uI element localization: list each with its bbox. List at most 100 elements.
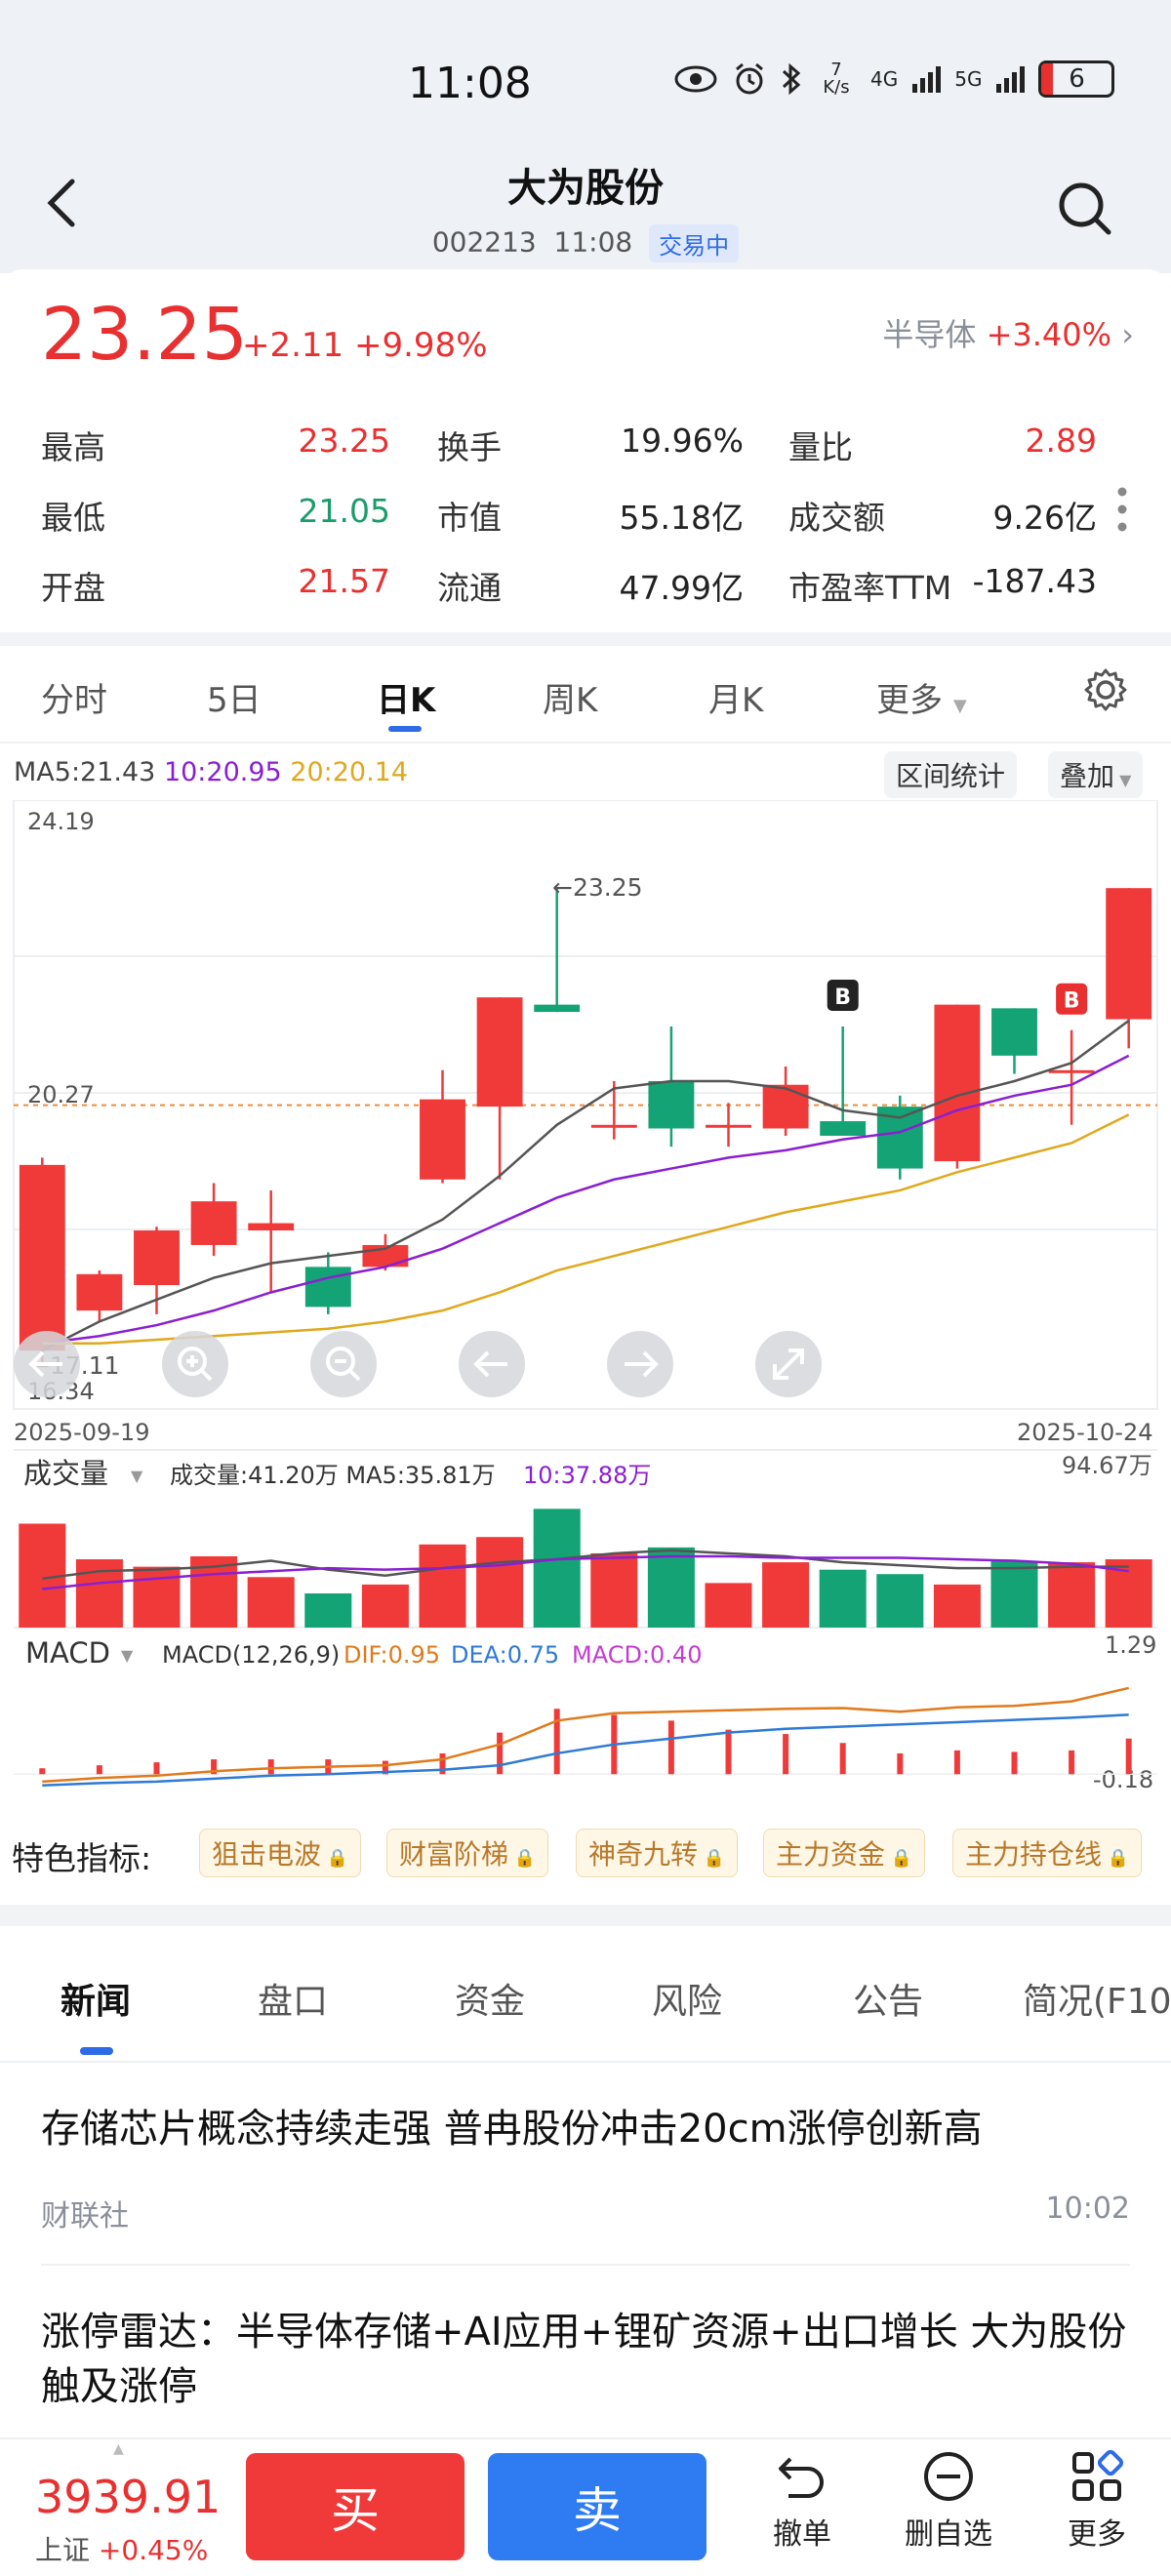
overlay-button[interactable]: 叠加 ▼ xyxy=(1048,751,1144,798)
candle-body xyxy=(820,1121,867,1136)
index-value[interactable]: 3939.91 xyxy=(35,2471,222,2523)
stat-value: 9.26亿 xyxy=(992,499,1097,537)
dea-line xyxy=(42,1713,1129,1787)
tab-underline xyxy=(80,2047,113,2055)
tab-funds[interactable]: 资金 xyxy=(455,1982,526,2022)
signal-marker xyxy=(1056,983,1088,1015)
search-button[interactable] xyxy=(1056,180,1116,240)
tab-news[interactable]: 新闻 xyxy=(61,1982,132,2022)
caret-down-icon: ▼ xyxy=(131,1467,143,1485)
macd-selector[interactable]: MACD xyxy=(25,1636,110,1670)
tab-daily-k[interactable]: 日K xyxy=(377,681,436,720)
candle-body xyxy=(476,997,523,1107)
tab-divider xyxy=(0,2061,1171,2063)
feature-magic-nine[interactable]: 神奇九转 🔒 xyxy=(576,1829,739,1877)
tab-f10[interactable]: 简况(F10 xyxy=(1023,1982,1171,2022)
caret-down-icon: ▼ xyxy=(952,696,967,716)
candle-body xyxy=(648,1080,695,1129)
tab-monthly-k[interactable]: 月K xyxy=(708,681,764,720)
zoom-out-icon[interactable] xyxy=(310,1331,377,1397)
candle-body xyxy=(1106,888,1152,1020)
cancel-order-button[interactable]: 撤单 xyxy=(744,2449,861,2553)
minus-circle-icon xyxy=(924,2452,973,2501)
candle-body xyxy=(706,1124,751,1128)
sector-name: 半导体 xyxy=(882,316,977,353)
stock-name: 大为股份 xyxy=(507,166,664,211)
feature-wealth-ladder[interactable]: 财富阶梯 🔒 xyxy=(386,1829,549,1877)
news-separator xyxy=(41,2264,1130,2266)
search-icon xyxy=(1059,182,1111,235)
tab-weekly-k[interactable]: 周K xyxy=(543,681,598,720)
stock-code: 002213 xyxy=(431,225,537,259)
tab-underline xyxy=(388,726,422,732)
lock-icon: 🔒 xyxy=(508,1848,537,1869)
section-divider xyxy=(0,1905,1171,1926)
candle-body xyxy=(991,1008,1037,1056)
zoom-in-icon[interactable] xyxy=(162,1331,228,1397)
section-divider xyxy=(0,632,1171,646)
volume-bar xyxy=(361,1584,409,1628)
volume-bar xyxy=(304,1593,352,1628)
index-change: +0.45% xyxy=(98,2534,209,2566)
stat-label: 开盘 xyxy=(41,569,105,607)
candle-body xyxy=(304,1267,351,1308)
more-label: 更多 xyxy=(1068,2517,1126,2552)
stat-value: 21.05 xyxy=(298,492,390,530)
remove-watchlist-button[interactable]: 删自选 xyxy=(890,2449,1007,2553)
tab-announcements[interactable]: 公告 xyxy=(853,1982,924,2022)
macd-dea: DEA:0.75 xyxy=(451,1641,559,1669)
stat-label: 市盈率TTM xyxy=(788,569,952,607)
undo-icon xyxy=(779,2457,824,2498)
kline-chart[interactable]: BB 24.19 20.27 16.34 ←23.25 ←17.11 2025-… xyxy=(0,800,1171,1815)
volume-bars xyxy=(14,1449,1157,1629)
ma5-text: MA5:21.43 xyxy=(14,757,156,787)
more-button[interactable]: 更多 xyxy=(1038,2449,1155,2553)
expand-icon[interactable] xyxy=(755,1331,822,1397)
feature-main-position[interactable]: 主力持仓线 🔒 xyxy=(952,1829,1143,1877)
volume-bar xyxy=(647,1547,695,1628)
signal-label: B xyxy=(834,986,851,1010)
feature-main-funds[interactable]: 主力资金 🔒 xyxy=(763,1829,926,1877)
back-button[interactable] xyxy=(43,174,92,242)
arrow-left-icon[interactable] xyxy=(459,1331,525,1397)
net-5g: 5G xyxy=(954,67,983,91)
chart-settings-button[interactable] xyxy=(1083,667,1128,716)
volume-bar xyxy=(133,1566,181,1628)
arrow-right-icon[interactable] xyxy=(607,1331,673,1397)
ma20-line xyxy=(42,1113,1130,1345)
range-stats-button[interactable]: 区间统计 xyxy=(884,751,1018,798)
candle-body xyxy=(190,1201,237,1245)
tab-risk[interactable]: 风险 xyxy=(652,1982,723,2022)
news-item-title[interactable]: 存储芯片概念持续走强 普冉股份冲击20cm涨停创新高 xyxy=(41,2107,983,2152)
macd-header: MACD ▼ MACD(12,26,9) DIF:0.95 DEA:0.75 M… xyxy=(25,1631,1156,1793)
gear-icon xyxy=(1084,668,1127,711)
news-item-title[interactable]: 涨停雷达：半导体存储+AI应用+锂矿资源+出口增长 大为股份触及涨停 xyxy=(41,2310,1127,2409)
volume-ma10-text: 10:37.88万 xyxy=(523,1462,651,1489)
sector-link[interactable]: 半导体 +3.40% › xyxy=(882,310,1134,355)
volume-bar xyxy=(590,1552,638,1628)
stat-label: 成交额 xyxy=(788,499,885,537)
tab-timeshare[interactable]: 分时 xyxy=(41,681,107,720)
candle-body xyxy=(534,1004,581,1013)
more-vertical-icon[interactable] xyxy=(1116,486,1128,533)
stat-value: 21.57 xyxy=(298,562,390,600)
stat-value: 2.89 xyxy=(1025,422,1097,460)
sell-button[interactable]: 卖 xyxy=(488,2453,707,2560)
stat-label: 流通 xyxy=(437,569,502,607)
chart-controls xyxy=(14,1331,822,1397)
volume-bar xyxy=(762,1562,810,1628)
volume-bar xyxy=(533,1509,581,1628)
overlay-label: 叠加 xyxy=(1060,760,1115,792)
quote-time: 11:08 xyxy=(553,225,633,259)
news-item-source: 财联社 xyxy=(41,2199,129,2234)
feature-sniper-wave[interactable]: 狙击电波 🔒 xyxy=(199,1829,362,1877)
tab-more[interactable]: 更多 ▼ xyxy=(876,673,967,721)
tab-5day[interactable]: 5日 xyxy=(207,681,262,720)
volume-selector[interactable]: 成交量 xyxy=(23,1457,108,1490)
tab-order-book[interactable]: 盘口 xyxy=(258,1982,329,2022)
scroll-left-icon[interactable] xyxy=(14,1331,80,1397)
volume-bar xyxy=(1048,1562,1096,1628)
buy-button[interactable]: 买 xyxy=(246,2453,464,2560)
feature-label-text: 主力持仓线 xyxy=(965,1838,1103,1871)
volume-ma10-line xyxy=(42,1554,1129,1590)
